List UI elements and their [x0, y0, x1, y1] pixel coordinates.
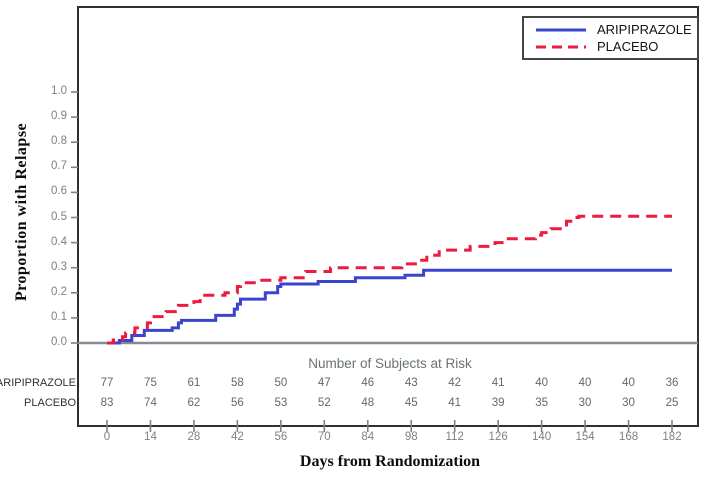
- y-tick-label: 0.2: [51, 285, 67, 298]
- risk-count: 61: [187, 377, 201, 389]
- risk-count: 30: [578, 397, 592, 409]
- risk-row-label-placebo: PLACEBO: [24, 397, 76, 409]
- risk-count: 47: [317, 377, 331, 389]
- risk-count: 30: [622, 397, 635, 409]
- risk-count: 39: [491, 397, 505, 409]
- y-tick-label: 0.6: [51, 185, 67, 198]
- risk-count: 45: [404, 397, 418, 409]
- risk-row-label-aripiprazole: ARIPIPRAZOLE: [0, 377, 76, 389]
- risk-count: 25: [665, 397, 679, 409]
- risk-count: 83: [100, 397, 114, 409]
- risk-count: 36: [665, 377, 679, 389]
- x-tick-label: 70: [317, 431, 331, 443]
- y-tick-label: 0.7: [51, 160, 67, 173]
- x-axis-title: Days from Randomization: [299, 453, 481, 470]
- x-tick-label: 56: [274, 431, 288, 443]
- solid-line-sample-icon: [536, 28, 586, 31]
- risk-count: 58: [230, 377, 244, 389]
- series-placebo: [107, 214, 672, 345]
- legend-label: ARIPIPRAZOLE: [597, 22, 692, 37]
- risk-count: 77: [100, 377, 114, 389]
- risk-count: 52: [317, 397, 331, 409]
- y-tick-label: 0.5: [51, 210, 67, 223]
- y-tick-label: 0.3: [51, 260, 67, 273]
- x-tick-label: 42: [230, 431, 244, 443]
- x-tick-label: 28: [187, 431, 201, 443]
- y-tick-label: 0.1: [51, 310, 67, 323]
- risk-count: 40: [622, 377, 635, 389]
- dashed-line-sample-icon: [536, 45, 586, 48]
- risk-count: 50: [274, 377, 288, 389]
- risk-count: 53: [274, 397, 288, 409]
- legend-item-aripiprazole: ARIPIPRAZOLE: [534, 21, 692, 38]
- y-tick-label: 0.0: [51, 336, 67, 348]
- x-tick-label: 126: [488, 431, 508, 443]
- y-tick-label: 0.8: [51, 135, 67, 148]
- y-tick-label: 1.0: [51, 85, 67, 97]
- risk-count: 56: [230, 397, 244, 409]
- risk-count: 41: [448, 397, 462, 409]
- legend-label: PLACEBO: [597, 39, 659, 54]
- risk-table-title: Number of Subjects at Risk: [308, 356, 472, 371]
- x-tick-label: 98: [404, 431, 418, 443]
- x-tick-label: 0: [103, 431, 111, 443]
- legend-box: ARIPIPRAZOLE PLACEBO: [522, 16, 699, 60]
- legend-item-placebo: PLACEBO: [534, 38, 691, 55]
- risk-count: 62: [187, 397, 201, 409]
- x-tick-label: 14: [144, 431, 157, 443]
- risk-count: 74: [144, 397, 157, 409]
- risk-count: 42: [448, 377, 462, 389]
- x-tick-label: 140: [532, 431, 552, 443]
- risk-count: 48: [361, 397, 375, 409]
- risk-count: 43: [404, 377, 418, 389]
- plot-frame: [77, 6, 699, 427]
- risk-count: 46: [361, 377, 375, 389]
- x-tick-label: 168: [618, 431, 639, 443]
- x-tick-label: 182: [662, 431, 682, 443]
- x-tick-label: 154: [575, 431, 595, 443]
- y-tick-label: 0.4: [51, 235, 67, 248]
- y-tick-label: 0.9: [51, 110, 67, 123]
- y-axis-title: Proportion with Relapse: [13, 122, 30, 302]
- risk-count: 41: [491, 377, 505, 389]
- series-aripiprazole: [107, 268, 672, 345]
- x-tick-label: 84: [361, 431, 375, 443]
- risk-count: 75: [144, 377, 157, 389]
- risk-count: 40: [535, 377, 548, 389]
- x-tick-label: 112: [445, 431, 464, 443]
- risk-count: 35: [535, 397, 548, 409]
- risk-count: 40: [578, 377, 592, 389]
